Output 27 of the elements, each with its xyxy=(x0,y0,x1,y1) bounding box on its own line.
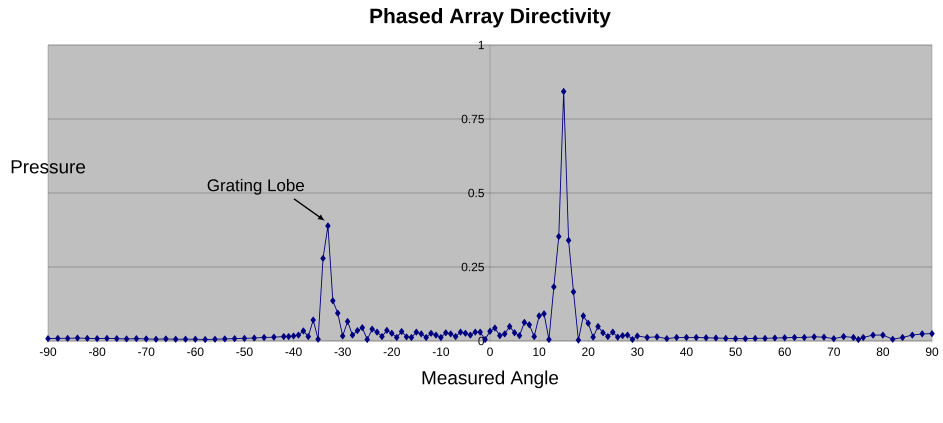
y-tick-label: 0.75 xyxy=(462,114,484,124)
x-tick-label: -80 xyxy=(89,348,106,356)
y-tick-label: 0.5 xyxy=(468,188,484,198)
annotation: Grating Lobe xyxy=(208,178,304,195)
x-tick-label: -40 xyxy=(285,348,302,356)
y-axis-title: Pressure xyxy=(12,160,86,174)
x-tick-label: -70 xyxy=(138,348,154,356)
x-tick-label: 70 xyxy=(828,348,840,356)
y-tick-label: 1 xyxy=(478,40,484,50)
x-tick-label: -60 xyxy=(187,348,204,356)
x-tick-label: 0 xyxy=(487,348,493,356)
x-tick-label: 60 xyxy=(778,348,791,356)
x-tick-label: 80 xyxy=(876,348,890,356)
x-tick-label: 40 xyxy=(680,348,693,356)
chart-title: Phased Array Directivity xyxy=(370,8,611,28)
x-tick-label: -50 xyxy=(236,348,253,356)
x-tick-label: 90 xyxy=(926,348,938,356)
x-tick-label: -20 xyxy=(384,348,400,356)
x-tick-label: -10 xyxy=(432,348,450,356)
x-tick-label: 30 xyxy=(631,348,644,356)
x-tick-label: 50 xyxy=(729,348,742,356)
x-tick-label: -90 xyxy=(40,348,56,356)
y-tick-label: 0.25 xyxy=(462,262,484,272)
x-tick-label: 20 xyxy=(582,348,594,356)
x-tick-label: -30 xyxy=(334,348,351,356)
x-tick-label: 10 xyxy=(533,348,546,356)
x-axis-title: Measured Angle xyxy=(422,370,558,388)
